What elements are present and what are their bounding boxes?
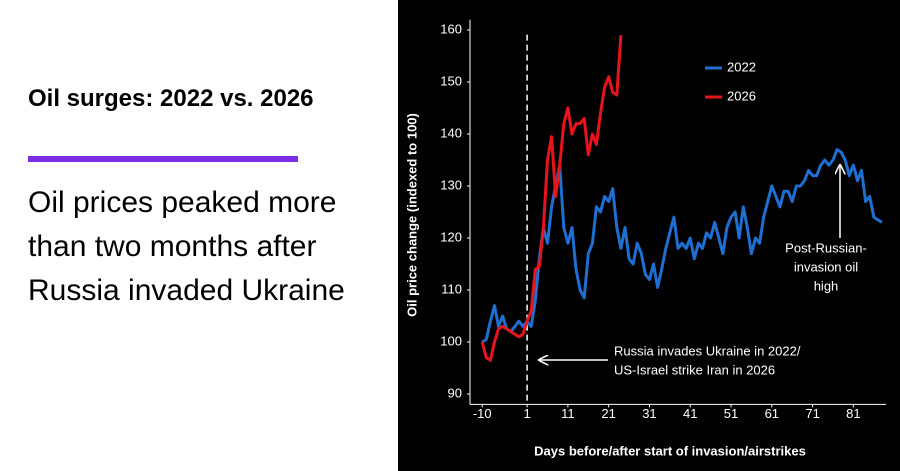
annotation-text: Russia invades Ukraine in 2022/	[614, 343, 801, 358]
subtitle: Oil prices peaked more than two months a…	[28, 186, 345, 307]
y-tick-label: 100	[440, 333, 462, 348]
series-line	[480, 35, 623, 362]
x-tick-label: 51	[724, 406, 738, 421]
x-tick-label: 81	[846, 406, 860, 421]
accent-bar	[28, 156, 298, 162]
x-tick-label: 41	[683, 406, 697, 421]
y-tick-label: 110	[441, 281, 462, 296]
title: Oil surges: 2022 vs. 2026	[28, 85, 314, 112]
legend-label: 2022	[727, 59, 756, 74]
chart-background	[398, 0, 900, 471]
series-line	[481, 148, 883, 344]
x-axis-label: Days before/after start of invasion/airs…	[534, 443, 806, 458]
x-tick-label: 21	[601, 406, 615, 421]
x-tick-label: 61	[765, 406, 779, 421]
x-tick-label: 11	[561, 406, 575, 421]
y-tick-label: 120	[440, 229, 462, 244]
y-tick-label: 140	[440, 125, 462, 140]
x-tick-label: -10	[473, 406, 492, 421]
x-tick-label: 1	[523, 406, 530, 421]
x-tick-label: 71	[805, 406, 819, 421]
y-tick-label: 130	[440, 177, 462, 192]
y-axis-label: Oil price change (indexed to 100)	[404, 113, 419, 317]
annotation-text: high	[814, 278, 839, 293]
annotation-text: US-Israel strike Iran in 2026	[614, 362, 775, 377]
x-tick-label: 31	[642, 406, 656, 421]
annotation-text: invasion oil	[794, 259, 858, 274]
y-tick-label: 160	[440, 21, 462, 36]
annotation-text: Post-Russian-	[785, 240, 867, 255]
y-tick-label: 150	[440, 73, 462, 88]
legend-label: 2026	[727, 88, 756, 103]
y-tick-label: 90	[448, 385, 462, 400]
